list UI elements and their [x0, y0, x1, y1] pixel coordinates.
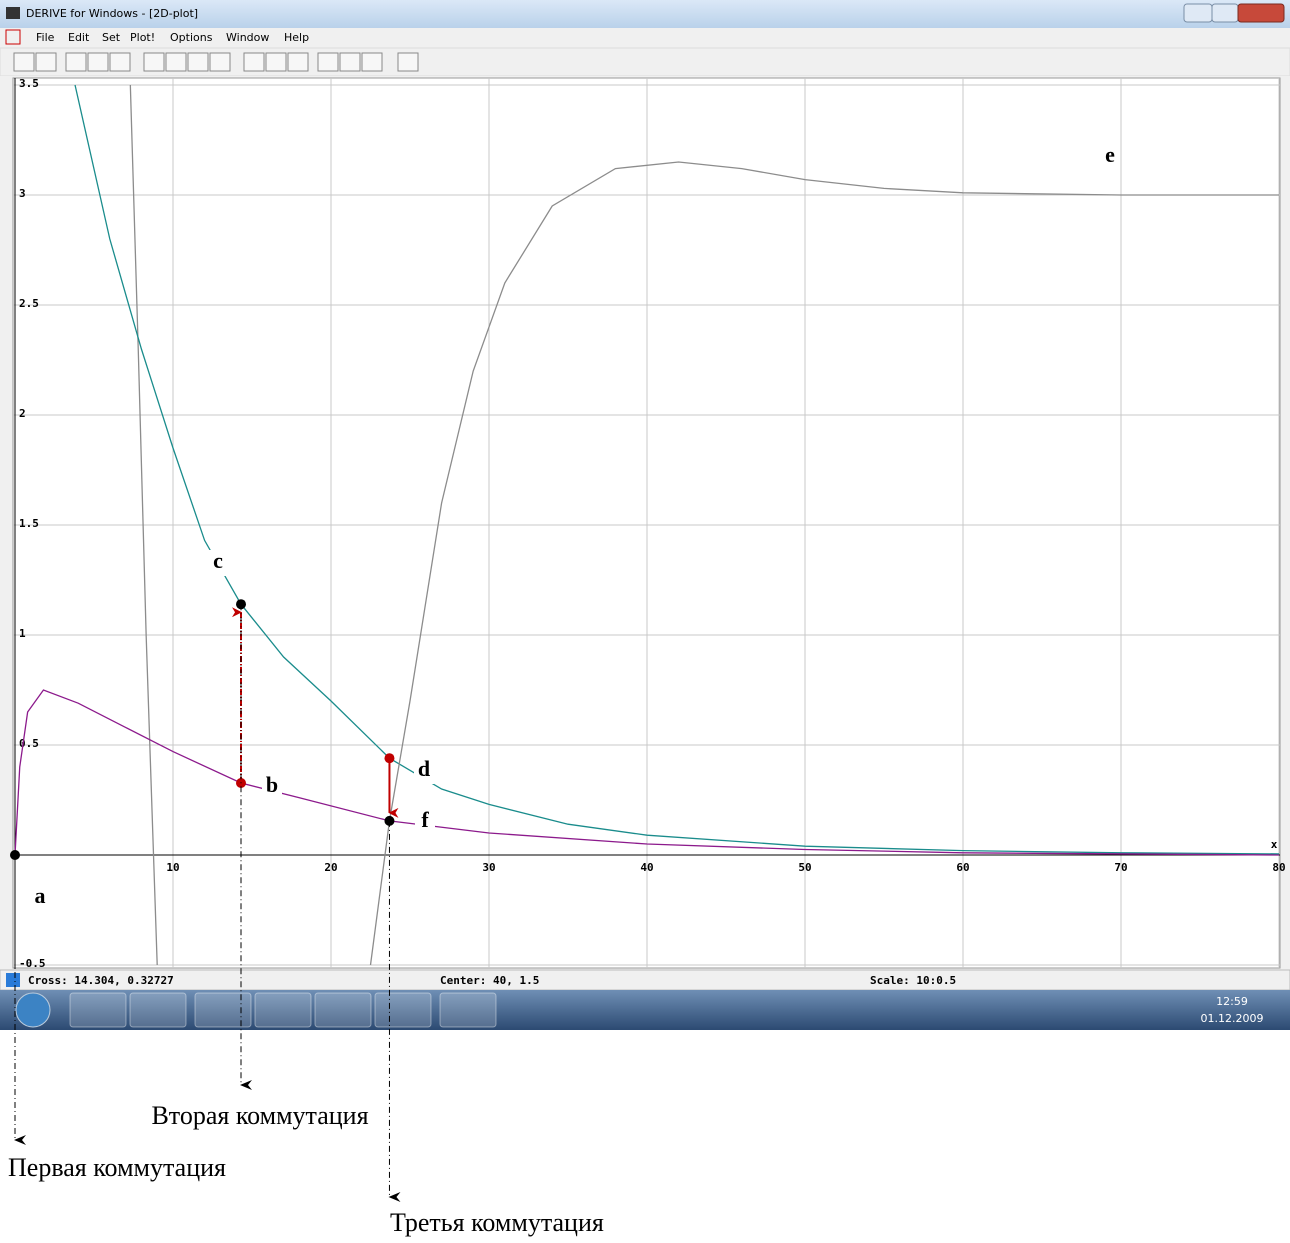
status-icon: [6, 973, 20, 987]
menu-item[interactable]: Help: [284, 31, 309, 44]
status-scale: Scale: 10:0.5: [870, 974, 956, 987]
app-icon: [6, 7, 20, 19]
taskbar-button[interactable]: [195, 993, 251, 1027]
restore-button[interactable]: [1212, 4, 1238, 22]
caption: Третья коммутация: [390, 1208, 604, 1237]
curve-label: b: [266, 772, 278, 797]
taskbar-button[interactable]: [315, 993, 371, 1027]
menu-item[interactable]: Set: [102, 31, 121, 44]
toolbar-button[interactable]: [288, 53, 308, 71]
taskbar: [0, 990, 1290, 1030]
y-tick-label: 1.5: [19, 517, 39, 530]
status-bar: [0, 970, 1290, 990]
curve-label: f: [421, 807, 429, 832]
taskbar-button[interactable]: [70, 993, 126, 1027]
toolbar-button[interactable]: [110, 53, 130, 71]
minimize-button[interactable]: [1184, 4, 1212, 22]
taskbar-button[interactable]: [255, 993, 311, 1027]
x-tick-label: 60: [956, 861, 969, 874]
toolbar-button[interactable]: [266, 53, 286, 71]
y-tick-label: -0.5: [19, 957, 46, 970]
toolbar-button[interactable]: [244, 53, 264, 71]
status-cross: Cross: 14.304, 0.32727: [28, 974, 174, 987]
toolbar-button[interactable]: [88, 53, 108, 71]
curve-label: c: [213, 548, 223, 573]
y-tick-label: 3.5: [19, 77, 39, 90]
caption: Первая коммутация: [8, 1153, 226, 1182]
taskbar-button[interactable]: [130, 993, 186, 1027]
toolbar-button[interactable]: [36, 53, 56, 71]
y-tick-label: 1: [19, 627, 26, 640]
start-button[interactable]: [16, 993, 50, 1027]
point: [384, 753, 394, 763]
toolbar-button[interactable]: [66, 53, 86, 71]
x-tick-label: 30: [482, 861, 495, 874]
close-button[interactable]: [1238, 4, 1284, 22]
x-tick-label: 20: [324, 861, 337, 874]
toolbar-button[interactable]: [14, 53, 34, 71]
window-title: DERIVE for Windows - [2D-plot]: [26, 7, 198, 20]
menu-item[interactable]: Edit: [68, 31, 90, 44]
menu-item[interactable]: File: [36, 31, 55, 44]
toolbar-button[interactable]: [144, 53, 164, 71]
status-center: Center: 40, 1.5: [440, 974, 539, 987]
menu-item[interactable]: Window: [226, 31, 269, 44]
curve-label: d: [418, 756, 430, 781]
caption: Вторая коммутация: [151, 1101, 368, 1130]
x-tick-label: 10: [166, 861, 179, 874]
toolbar-button[interactable]: [398, 53, 418, 71]
taskbar-button[interactable]: [375, 993, 431, 1027]
toolbar-button[interactable]: [188, 53, 208, 71]
x-tick-label: 70: [1114, 861, 1127, 874]
clock-date: 01.12.2009: [1201, 1012, 1264, 1025]
x-tick-label: 50: [798, 861, 811, 874]
toolbar-button[interactable]: [362, 53, 382, 71]
x-axis-label: x: [1271, 838, 1278, 851]
toolbar-button[interactable]: [166, 53, 186, 71]
clock-time: 12:59: [1216, 995, 1248, 1008]
y-tick-label: 3: [19, 187, 26, 200]
page: DERIVE for Windows - [2D-plot] Cross: 14…: [0, 0, 1290, 1243]
toolbar-button[interactable]: [318, 53, 338, 71]
x-tick-label: 40: [640, 861, 653, 874]
curve-label: e: [1105, 142, 1115, 167]
curve-label: a: [35, 883, 46, 908]
toolbar-button[interactable]: [340, 53, 360, 71]
y-tick-label: 2.5: [19, 297, 39, 310]
toolbar-button[interactable]: [210, 53, 230, 71]
menu-item[interactable]: Plot!: [130, 31, 155, 44]
taskbar-button[interactable]: [440, 993, 496, 1027]
menu-item[interactable]: Options: [170, 31, 213, 44]
x-tick-label: 80: [1272, 861, 1285, 874]
y-tick-label: 2: [19, 407, 26, 420]
